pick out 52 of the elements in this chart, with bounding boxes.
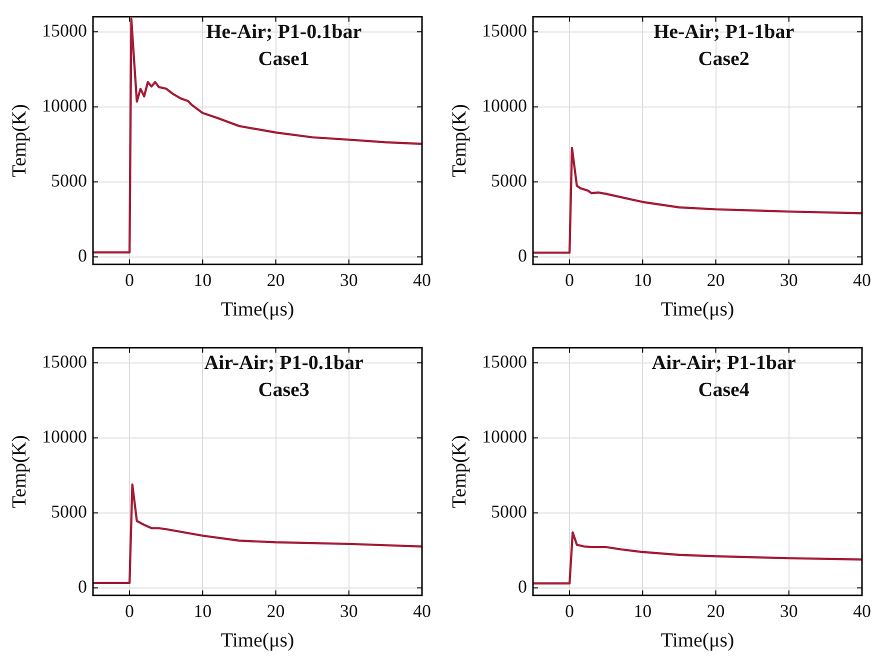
x-tick-label: 20	[266, 600, 285, 621]
x-tick-label: 40	[413, 600, 431, 621]
y-axis-title: Temp(K)	[448, 104, 470, 178]
x-tick-label: 30	[780, 270, 798, 290]
annotation: He-Air; P1-1bar	[654, 20, 794, 43]
y-tick-label: 5000	[51, 170, 87, 191]
x-axis-title: Time(μs)	[660, 629, 734, 652]
y-tick-label: 5000	[491, 170, 527, 191]
x-axis-title: Time(μs)	[220, 298, 294, 320]
y-tick-label: 15000	[42, 20, 87, 41]
annotation: Air-Air; P1-1bar	[652, 352, 796, 374]
y-tick-label: 10000	[42, 426, 87, 447]
x-tick-label: 0	[565, 600, 574, 621]
y-axis-title: Temp(K)	[8, 435, 30, 508]
x-axis-title: Time(μs)	[220, 629, 294, 652]
x-tick-label: 30	[340, 270, 358, 290]
annotation: Case3	[258, 378, 310, 401]
x-tick-label: 0	[565, 270, 574, 290]
x-tick-label: 0	[125, 270, 134, 290]
annotation: Air-Air; P1-0.1bar	[204, 352, 364, 374]
y-axis-title: Temp(K)	[8, 104, 30, 178]
y-tick-label: 5000	[51, 502, 87, 522]
x-tick-label: 30	[340, 600, 358, 621]
x-tick-label: 10	[194, 600, 212, 621]
y-tick-label: 15000	[482, 352, 527, 372]
x-tick-label: 40	[413, 270, 431, 290]
x-tick-label: 0	[125, 600, 134, 621]
x-tick-label: 10	[634, 600, 652, 621]
y-tick-label: 0	[78, 576, 87, 597]
x-tick-label: 40	[853, 270, 871, 290]
y-tick-label: 10000	[482, 426, 527, 447]
x-tick-label: 20	[706, 270, 725, 290]
x-tick-label: 40	[853, 600, 871, 621]
y-tick-label: 10000	[42, 96, 87, 116]
y-tick-label: 15000	[482, 20, 527, 41]
y-tick-label: 15000	[42, 352, 87, 372]
y-axis-title: Temp(K)	[448, 435, 470, 508]
x-tick-label: 20	[706, 600, 725, 621]
y-tick-label: 5000	[491, 502, 527, 522]
annotation: He-Air; P1-0.1bar	[206, 20, 362, 43]
y-tick-label: 0	[518, 576, 527, 597]
y-tick-label: 0	[518, 246, 527, 266]
x-tick-label: 30	[780, 600, 798, 621]
y-tick-label: 10000	[482, 96, 527, 116]
x-axis-title: Time(μs)	[660, 298, 734, 320]
x-tick-label: 10	[194, 270, 212, 290]
annotation: Case2	[698, 48, 750, 70]
x-tick-label: 20	[266, 270, 285, 290]
annotation: Case1	[258, 48, 310, 70]
annotation: Case4	[698, 378, 750, 401]
x-tick-label: 10	[634, 270, 652, 290]
y-tick-label: 0	[78, 246, 87, 266]
